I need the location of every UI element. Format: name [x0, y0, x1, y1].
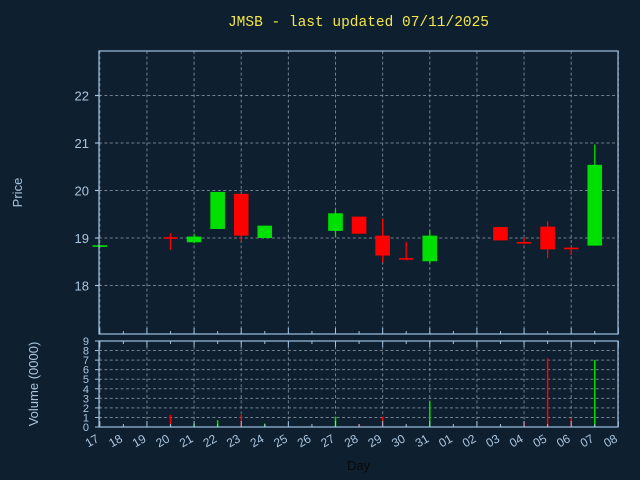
- svg-text:08: 08: [601, 431, 620, 450]
- svg-text:19: 19: [75, 231, 89, 246]
- svg-text:28: 28: [342, 431, 361, 450]
- svg-text:20: 20: [75, 184, 89, 199]
- svg-text:9: 9: [83, 336, 89, 348]
- svg-text:31: 31: [413, 431, 432, 450]
- svg-text:03: 03: [483, 431, 502, 450]
- svg-text:18: 18: [106, 431, 125, 450]
- svg-text:27: 27: [318, 431, 337, 450]
- svg-text:24: 24: [248, 431, 267, 450]
- svg-text:22: 22: [75, 89, 89, 104]
- svg-text:17: 17: [83, 431, 102, 450]
- svg-text:06: 06: [554, 431, 573, 450]
- svg-text:20: 20: [153, 431, 172, 450]
- svg-text:Volume (0000): Volume (0000): [26, 342, 41, 427]
- svg-text:21: 21: [75, 136, 89, 151]
- svg-text:19: 19: [130, 431, 149, 450]
- svg-text:25: 25: [271, 431, 290, 450]
- svg-text:07: 07: [578, 431, 597, 450]
- svg-text:23: 23: [224, 431, 243, 450]
- svg-text:04: 04: [507, 431, 526, 450]
- svg-text:Price: Price: [10, 178, 25, 208]
- svg-text:02: 02: [460, 431, 479, 450]
- svg-text:22: 22: [201, 431, 220, 450]
- svg-text:29: 29: [366, 431, 385, 450]
- svg-text:18: 18: [75, 279, 89, 294]
- svg-text:30: 30: [389, 431, 408, 450]
- svg-text:Day: Day: [347, 458, 371, 473]
- svg-text:21: 21: [177, 431, 196, 450]
- svg-text:05: 05: [531, 431, 550, 450]
- svg-text:26: 26: [295, 431, 314, 450]
- svg-text:01: 01: [436, 431, 455, 450]
